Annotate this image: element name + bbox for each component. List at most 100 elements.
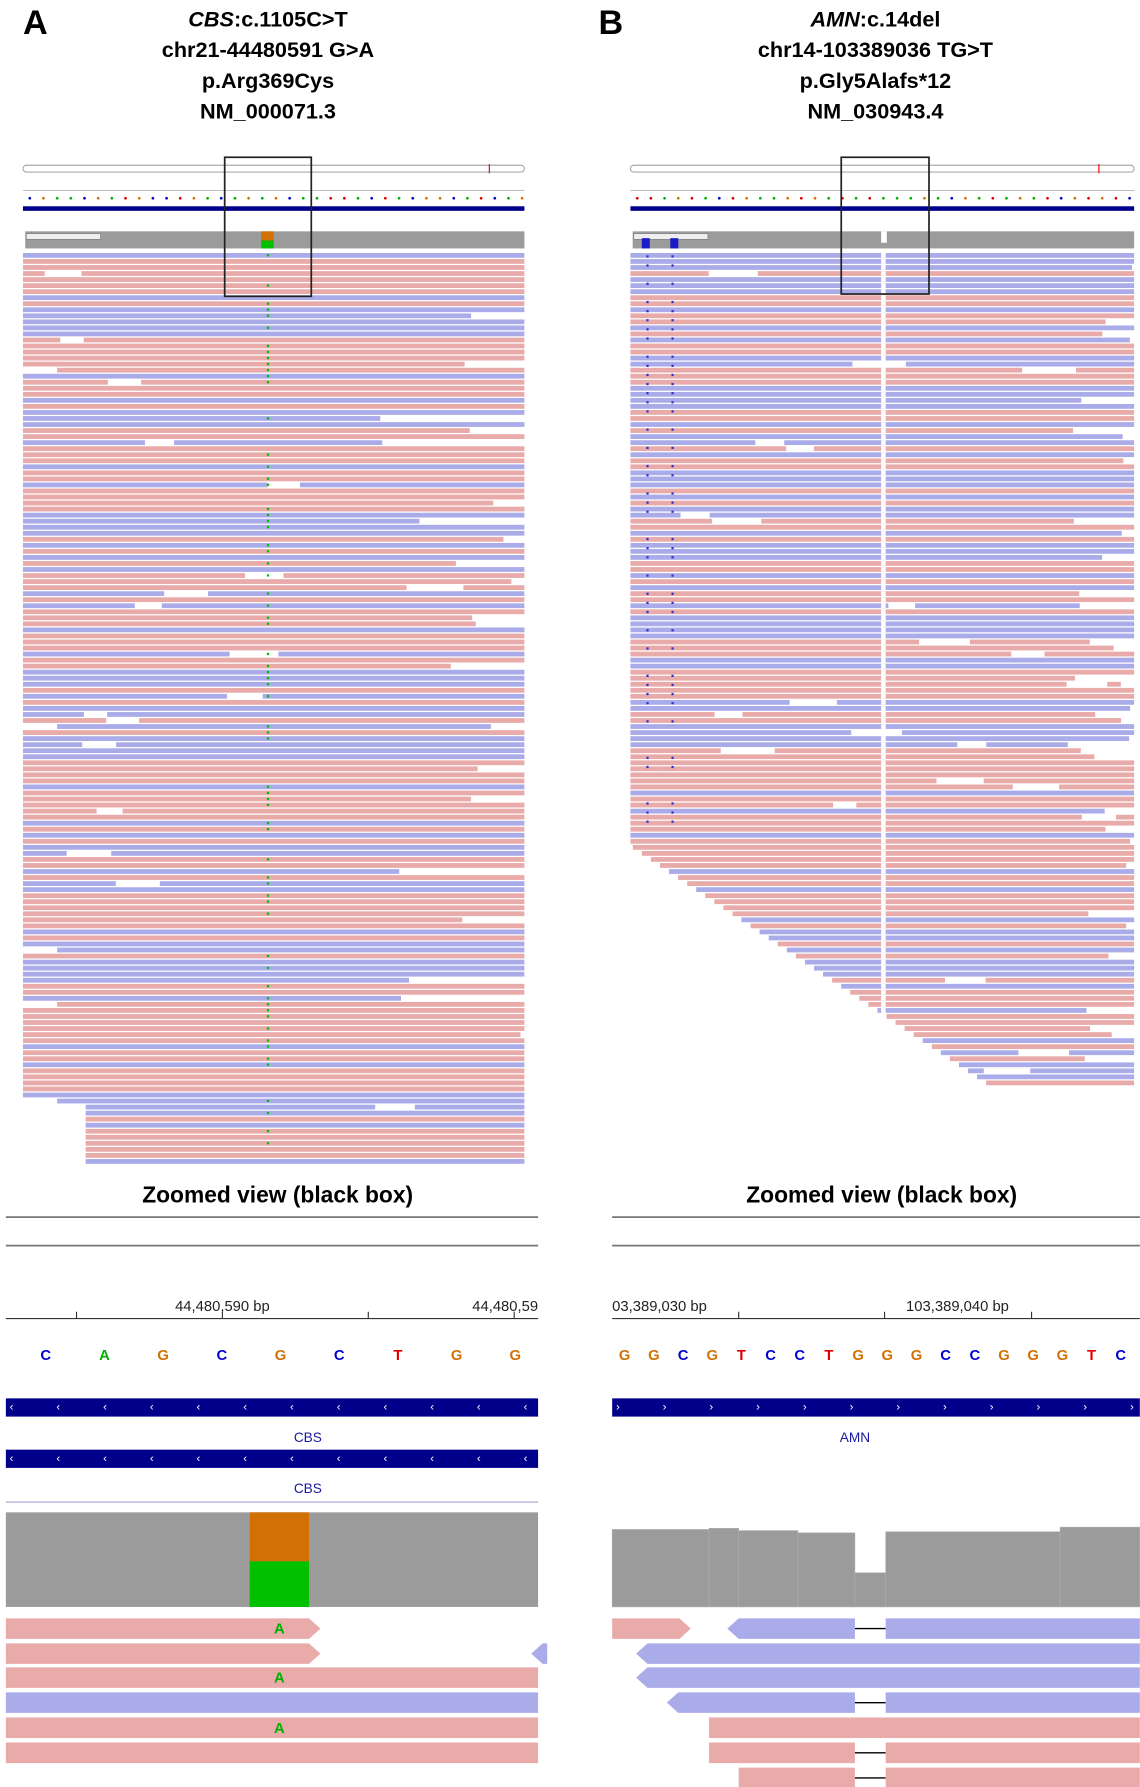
read <box>23 344 524 349</box>
ins <box>646 720 648 722</box>
base-dot <box>1115 197 1118 200</box>
zoom-cov <box>855 1573 886 1607</box>
read <box>23 410 524 415</box>
ins <box>671 319 673 321</box>
read <box>23 476 524 481</box>
zoom-read <box>709 1743 855 1764</box>
del <box>881 911 886 916</box>
del <box>881 1008 886 1013</box>
del <box>881 688 886 693</box>
read-gap <box>1067 682 1108 688</box>
del <box>881 301 886 306</box>
base-dot <box>704 197 707 200</box>
del <box>881 887 886 892</box>
del <box>881 676 886 681</box>
read <box>751 923 1127 928</box>
snv <box>267 508 269 510</box>
ins <box>646 593 648 595</box>
chevron: › <box>709 1402 713 1414</box>
del <box>881 785 886 790</box>
base-dot <box>56 197 59 200</box>
del <box>881 1026 886 1031</box>
del <box>881 1044 886 1049</box>
del <box>881 325 886 330</box>
base-dot <box>964 197 967 200</box>
chevron: ‹ <box>290 1453 294 1465</box>
del <box>881 1081 886 1086</box>
del <box>881 845 886 850</box>
base-dot <box>493 197 496 200</box>
base-dot <box>1032 197 1035 200</box>
base-dot <box>718 197 721 200</box>
del <box>881 628 886 633</box>
del <box>881 495 886 500</box>
snv <box>267 478 269 480</box>
read <box>86 1153 525 1158</box>
read <box>877 1008 1086 1013</box>
read <box>705 893 1134 898</box>
ins <box>671 647 673 649</box>
zoom-read <box>886 1692 1140 1713</box>
read <box>23 307 524 312</box>
read <box>905 1026 1090 1031</box>
zoom-read <box>667 1692 855 1713</box>
read <box>86 1129 525 1134</box>
read-gap <box>1082 814 1116 820</box>
snv <box>267 309 269 311</box>
ins <box>671 447 673 449</box>
del <box>881 452 886 457</box>
zoom-read <box>636 1667 1140 1688</box>
base-dot <box>28 197 31 200</box>
ins <box>646 356 648 358</box>
ins <box>671 429 673 431</box>
base: C <box>678 1348 689 1364</box>
del <box>881 585 886 590</box>
ins <box>671 374 673 376</box>
base-dot <box>1074 197 1077 200</box>
del <box>881 543 886 548</box>
zoom-read <box>636 1643 1140 1664</box>
base-dot <box>814 197 817 200</box>
gene-name: CBS <box>188 6 234 31</box>
base-dot <box>466 197 469 200</box>
read <box>23 374 524 379</box>
snv <box>267 900 269 902</box>
snv <box>267 913 269 915</box>
del <box>881 609 886 614</box>
read <box>23 760 524 765</box>
ins <box>671 675 673 677</box>
read-gap <box>937 778 984 784</box>
ins <box>671 720 673 722</box>
read <box>669 869 1134 874</box>
del <box>881 579 886 584</box>
read <box>23 923 524 928</box>
del <box>881 458 886 463</box>
read <box>630 809 1104 814</box>
base-dot <box>261 197 264 200</box>
read <box>23 458 524 463</box>
del <box>881 978 886 983</box>
chevron: ‹ <box>197 1402 201 1414</box>
base: G <box>275 1348 287 1364</box>
chevron: ‹ <box>383 1402 387 1414</box>
read <box>630 555 1102 560</box>
read <box>630 640 1089 645</box>
base-dot <box>83 197 86 200</box>
read <box>23 567 524 572</box>
ins <box>671 310 673 312</box>
ins <box>646 538 648 540</box>
chevron: › <box>990 1402 994 1414</box>
read <box>23 543 524 548</box>
ins <box>671 629 673 631</box>
snv <box>267 737 269 739</box>
ins <box>671 802 673 804</box>
snv <box>267 882 269 884</box>
base-dot <box>896 197 899 200</box>
read <box>23 845 524 850</box>
read <box>630 603 1079 608</box>
ins <box>671 401 673 403</box>
del <box>881 386 886 391</box>
del <box>881 652 886 657</box>
chevron: ‹ <box>10 1402 14 1414</box>
zoom-read <box>531 1643 547 1664</box>
